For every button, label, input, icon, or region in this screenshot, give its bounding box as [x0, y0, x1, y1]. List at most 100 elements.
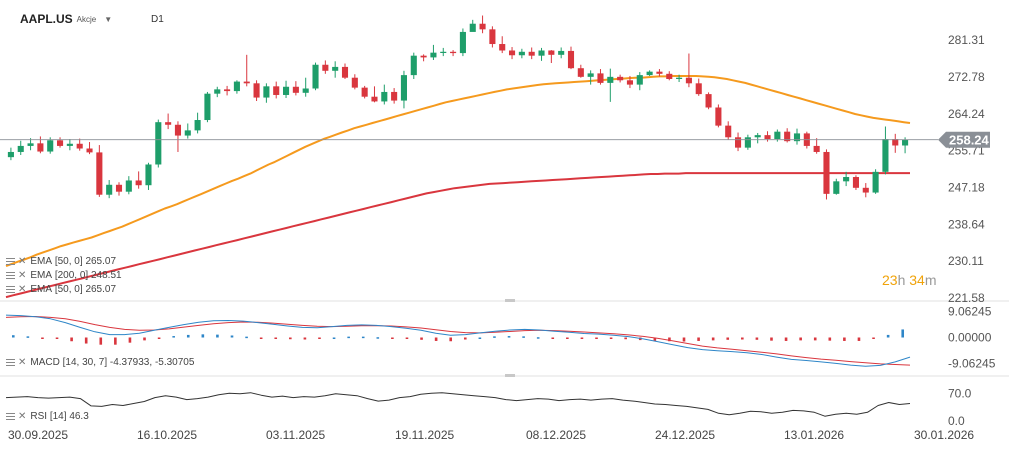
panel-resize-handle — [505, 299, 515, 302]
last-price-marker: 258.24 — [0, 131, 990, 148]
macd-histogram-bar — [566, 337, 569, 339]
candle-timer: 23h 34m — [882, 272, 937, 288]
macd-histogram-bar — [828, 337, 832, 341]
macd-legend-label: MACD — [30, 357, 60, 368]
macd-histogram-bar — [886, 334, 890, 338]
candle-body — [371, 96, 378, 102]
candle-body — [676, 77, 683, 79]
candle-body — [27, 143, 34, 146]
settings-lines-icon[interactable] — [6, 412, 15, 421]
timer-minutes: 34 — [909, 272, 925, 288]
candle-body — [862, 187, 869, 193]
candle-body — [125, 180, 132, 192]
close-icon[interactable]: ✕ — [18, 357, 27, 368]
candle-body — [538, 50, 545, 56]
macd-histogram-bar — [741, 337, 744, 340]
candle-body — [273, 86, 280, 95]
ema-legend-1-value: 265.07 — [85, 256, 117, 267]
candle-body — [174, 124, 182, 136]
macd-histogram-bar — [55, 337, 59, 339]
candle-body — [312, 64, 319, 89]
candle-body — [518, 51, 525, 56]
macd-legend-value: -4.37933 — [109, 357, 150, 368]
macd-histogram-bar — [114, 337, 117, 345]
settings-lines-icon[interactable] — [6, 358, 15, 367]
ema-legend-3[interactable]: ✕ EMA [50, 0] 265.07 — [6, 284, 116, 295]
macd-histogram-bar — [26, 336, 30, 338]
candle-body — [135, 180, 142, 186]
candle-body — [793, 133, 801, 142]
macd-legend-params: [14, 30, 7] — [62, 357, 108, 368]
candle-body — [332, 66, 339, 71]
macd-histogram-bar — [770, 337, 773, 341]
price-axis: 281.31272.78264.24255.71247.18238.64230.… — [948, 33, 985, 305]
rsi-tick-label: 0.0 — [948, 414, 965, 428]
asset-class-label: Akcje — [76, 14, 97, 24]
macd-histogram-bar — [186, 334, 190, 338]
macd-histogram-bar — [755, 337, 759, 340]
macd-histogram-bar — [595, 337, 598, 339]
candle-body — [420, 55, 427, 58]
candle-body — [145, 164, 152, 186]
chevron-down-icon[interactable]: ▼ — [104, 14, 113, 24]
settings-lines-icon[interactable] — [6, 285, 15, 294]
macd-histogram-bar — [245, 336, 248, 339]
candle-body — [784, 131, 791, 142]
grid — [0, 299, 1009, 377]
macd-panel: 9.06245 0.00000 -9.06245 — [5, 304, 996, 371]
timeframe-selector[interactable]: D1 — [151, 14, 164, 25]
symbol-label[interactable]: AAPL.US — [20, 12, 73, 26]
candle-body — [734, 137, 742, 148]
ema-legend-1-params: [50, 0] — [54, 256, 83, 267]
settings-lines-icon[interactable] — [6, 257, 15, 266]
candle-body — [381, 91, 388, 102]
candle-body — [528, 51, 535, 56]
x-axis: 30.09.2025 16.10.2025 03.11.2025 19.11.2025… — [8, 428, 974, 442]
close-icon[interactable]: ✕ — [18, 284, 27, 295]
candle-body — [450, 51, 457, 54]
macd-histogram-bar — [493, 336, 496, 338]
timer-hours-unit: h — [897, 272, 906, 288]
date-tick-label: 19.11.2025 — [395, 428, 454, 442]
last-price-value: 258.24 — [949, 133, 990, 148]
candle-body — [764, 135, 771, 140]
price-tick-label: 230.11 — [948, 254, 984, 268]
last-price-tag — [938, 131, 990, 148]
macd-histogram-bar — [857, 337, 861, 341]
macd-histogram-bar — [536, 337, 540, 339]
settings-lines-icon[interactable] — [6, 271, 15, 280]
rsi-legend[interactable]: ✕ RSI [14] 46.3 — [6, 411, 89, 422]
macd-histogram-bar — [143, 337, 146, 341]
chart-header: AAPL.US Akcje ▼ — [20, 12, 112, 26]
candle-body — [567, 50, 575, 69]
candle-body — [155, 122, 162, 165]
macd-histogram-bar — [609, 337, 613, 339]
macd-legend[interactable]: ✕ MACD [14, 30, 7] -4.37933, -5.30705 — [6, 357, 194, 368]
candle-body — [626, 80, 634, 85]
macd-histogram-bar — [128, 337, 132, 343]
macd-histogram-bar — [463, 337, 467, 340]
macd-histogram-bar — [347, 336, 350, 339]
candle-body — [597, 73, 604, 83]
close-icon[interactable]: ✕ — [18, 411, 27, 422]
macd-histogram-bar — [70, 337, 73, 342]
candle-body — [66, 143, 73, 146]
macd-tick-label: -9.06245 — [948, 357, 996, 371]
ema-legend-1[interactable]: ✕ EMA [50, 0] 265.07 — [6, 256, 116, 267]
macd-histogram-bar — [201, 334, 205, 338]
candle-body — [37, 143, 44, 152]
macd-histogram-bar — [84, 337, 88, 344]
macd-histogram-bar — [434, 337, 438, 341]
candle-body — [243, 81, 250, 84]
candle-body — [646, 71, 653, 76]
macd-line — [5, 314, 911, 367]
candle-body — [282, 86, 290, 95]
date-tick-label: 30.01.2026 — [914, 428, 974, 442]
candle-body — [744, 137, 751, 148]
rsi-legend-label: RSI — [30, 411, 48, 422]
ema-legend-2[interactable]: ✕ EMA [200, 0] 248.51 — [6, 270, 122, 281]
close-icon[interactable]: ✕ — [18, 270, 27, 281]
close-icon[interactable]: ✕ — [18, 256, 27, 267]
macd-histogram-bar — [274, 337, 278, 339]
